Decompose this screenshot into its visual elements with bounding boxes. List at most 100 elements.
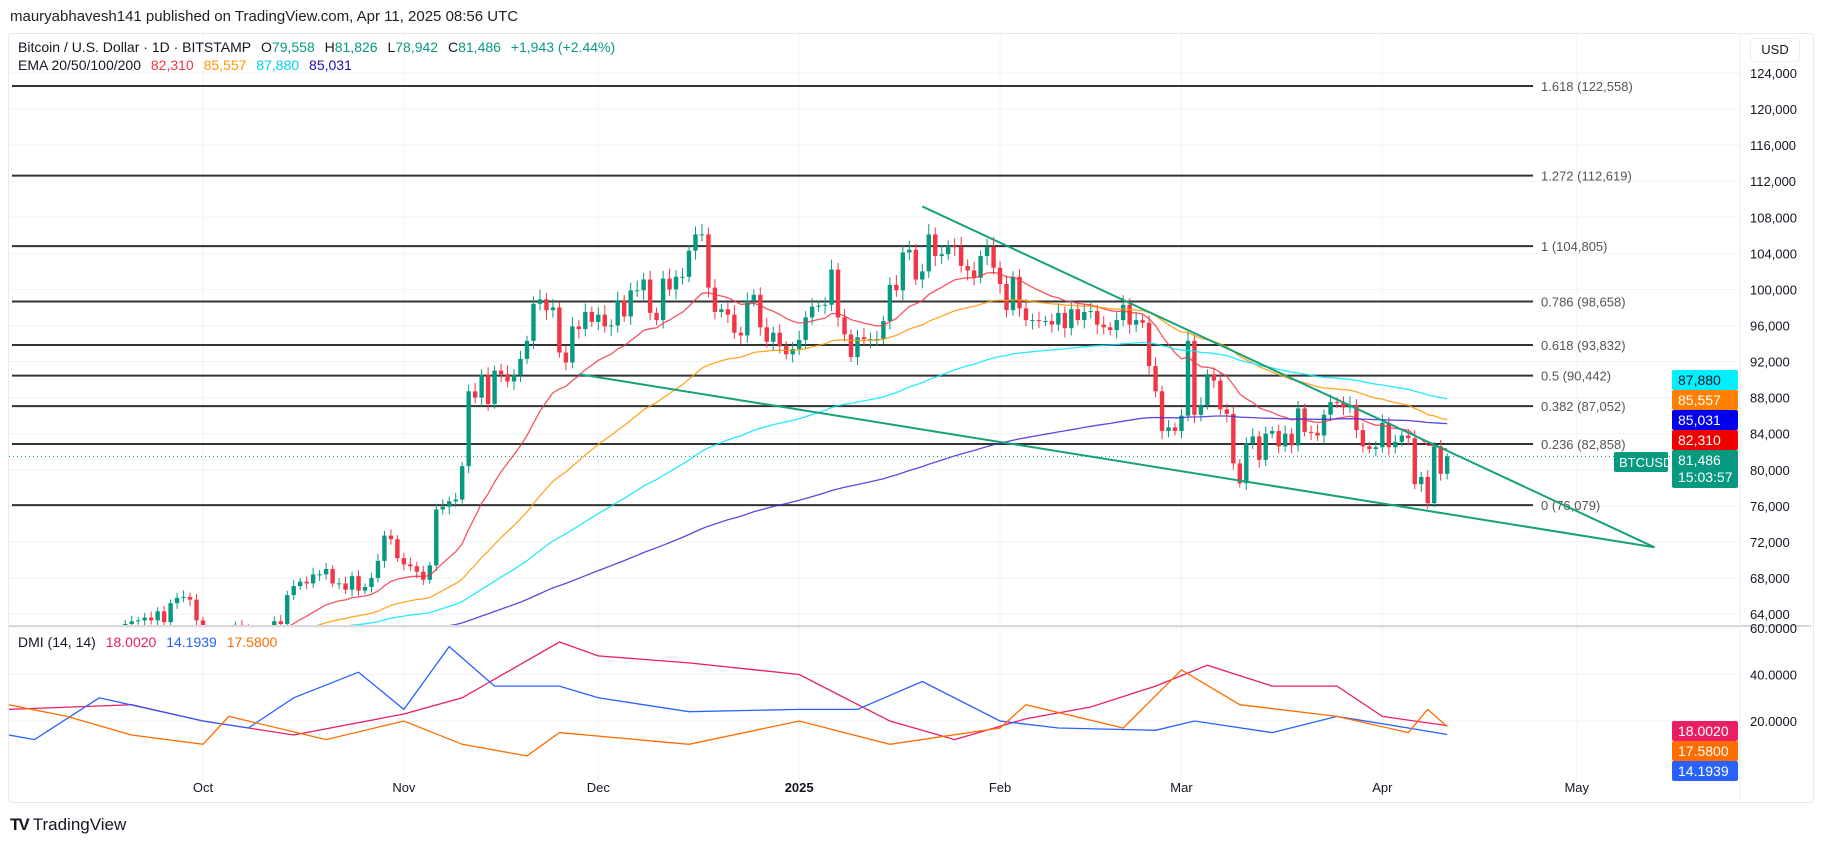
candle[interactable]	[1140, 314, 1145, 328]
candle[interactable]	[1114, 312, 1119, 339]
candle[interactable]	[971, 261, 977, 286]
candle[interactable]	[1017, 269, 1022, 317]
candle[interactable]	[1133, 311, 1139, 332]
candle[interactable]	[1399, 430, 1404, 447]
candle[interactable]	[1360, 422, 1366, 453]
candle[interactable]	[362, 583, 368, 595]
candle[interactable]	[524, 335, 530, 364]
candle[interactable]	[933, 227, 938, 267]
candle[interactable]	[965, 259, 970, 281]
candle[interactable]	[1419, 471, 1424, 492]
candle[interactable]	[1166, 420, 1171, 438]
candle[interactable]	[58, 673, 62, 701]
candle[interactable]	[1127, 298, 1132, 334]
candle[interactable]	[1095, 304, 1100, 334]
candle[interactable]	[557, 302, 562, 358]
candle[interactable]	[803, 311, 808, 350]
candle[interactable]	[32, 663, 36, 689]
candle[interactable]	[654, 307, 659, 326]
candle[interactable]	[479, 369, 484, 407]
candle[interactable]	[1192, 334, 1197, 424]
dmi-legend[interactable]: DMI (14, 14) 18.0020 14.1939 17.5800	[18, 634, 283, 650]
candle[interactable]	[939, 245, 944, 264]
candle[interactable]	[699, 224, 705, 242]
candle[interactable]	[842, 308, 847, 342]
candle[interactable]	[1075, 303, 1080, 326]
candle[interactable]	[1295, 400, 1301, 452]
candle[interactable]	[1237, 459, 1242, 488]
candle[interactable]	[758, 287, 763, 336]
candle[interactable]	[78, 663, 82, 680]
candle[interactable]	[1282, 425, 1288, 452]
candle[interactable]	[628, 282, 633, 325]
candle[interactable]	[1444, 453, 1450, 480]
candle[interactable]	[1153, 357, 1158, 398]
candle[interactable]	[732, 305, 737, 339]
candle[interactable]	[323, 562, 329, 580]
candle[interactable]	[13, 654, 17, 680]
candle[interactable]	[738, 326, 744, 345]
fibonacci-levels[interactable]: 1.618 (122,558) 1.272 (112,619) 1 (104,805…	[12, 79, 1633, 513]
candle[interactable]	[693, 226, 698, 260]
candle[interactable]	[829, 259, 834, 312]
candle[interactable]	[1069, 300, 1074, 336]
ema100-line[interactable]	[9, 341, 1448, 644]
candle[interactable]	[233, 621, 238, 634]
dmi-series-adx-line[interactable]	[9, 641, 1448, 741]
candle[interactable]	[453, 492, 458, 508]
candle[interactable]	[1205, 369, 1210, 410]
candle[interactable]	[570, 317, 575, 369]
candle[interactable]	[434, 503, 439, 572]
candle[interactable]	[427, 561, 432, 584]
candle[interactable]	[1049, 313, 1055, 333]
candle[interactable]	[1010, 271, 1016, 316]
candle[interactable]	[19, 652, 23, 676]
candle[interactable]	[343, 576, 348, 595]
candle[interactable]	[1062, 306, 1068, 338]
candle[interactable]	[492, 365, 497, 409]
candle[interactable]	[725, 301, 731, 324]
candle[interactable]	[382, 530, 387, 568]
candle[interactable]	[887, 277, 893, 330]
candle[interactable]	[155, 607, 160, 626]
candle[interactable]	[855, 330, 860, 366]
candle[interactable]	[641, 272, 646, 301]
candle[interactable]	[485, 367, 491, 411]
candle[interactable]	[291, 580, 296, 601]
candle[interactable]	[991, 236, 996, 275]
candle[interactable]	[764, 317, 769, 348]
candle[interactable]	[1257, 430, 1262, 468]
candle[interactable]	[920, 263, 925, 289]
candle[interactable]	[984, 239, 990, 266]
candle[interactable]	[894, 275, 899, 297]
candle[interactable]	[52, 691, 56, 706]
candle[interactable]	[1108, 322, 1113, 336]
dmi-series-di-line[interactable]	[9, 669, 1448, 757]
candle[interactable]	[745, 292, 750, 343]
candle[interactable]	[1393, 434, 1398, 454]
candle[interactable]	[660, 270, 666, 329]
candle[interactable]	[602, 305, 607, 333]
ema200-line[interactable]	[9, 415, 1448, 650]
candle[interactable]	[622, 294, 627, 322]
candle[interactable]	[686, 245, 692, 283]
candle[interactable]	[39, 681, 43, 708]
candle[interactable]	[1412, 430, 1417, 490]
candle[interactable]	[1004, 275, 1009, 318]
candle[interactable]	[1367, 441, 1372, 454]
candle[interactable]	[239, 620, 245, 636]
candle[interactable]	[1218, 371, 1223, 415]
dmi-pane[interactable]	[9, 641, 1448, 757]
candle[interactable]	[168, 599, 173, 626]
candle[interactable]	[6, 671, 10, 682]
candle[interactable]	[1341, 396, 1346, 416]
candle[interactable]	[395, 535, 400, 562]
candle[interactable]	[142, 612, 147, 626]
candle[interactable]	[809, 298, 815, 325]
candle[interactable]	[285, 590, 290, 630]
candle[interactable]	[1425, 470, 1430, 509]
candle[interactable]	[511, 369, 517, 391]
candle[interactable]	[1321, 409, 1327, 444]
candle[interactable]	[1159, 385, 1165, 440]
